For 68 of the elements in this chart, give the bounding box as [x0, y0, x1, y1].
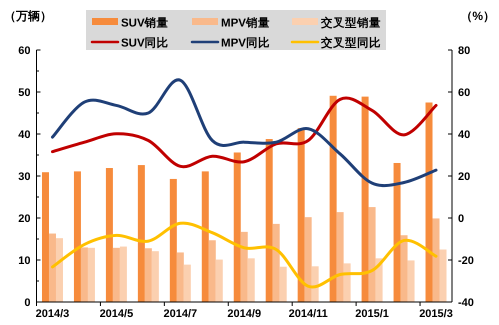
legend-label: 交叉型同比 [320, 36, 381, 50]
y2-tick-label: -40 [458, 297, 474, 309]
line-series [50, 96, 438, 168]
bar [362, 96, 369, 302]
y-tick-label: 0 [24, 297, 30, 309]
bar [152, 251, 159, 302]
bar [48, 234, 56, 302]
bar [408, 260, 415, 302]
bar [138, 165, 145, 302]
y2-tick-label: 40 [458, 129, 470, 141]
y-tick-label: 50 [18, 87, 30, 99]
bar [248, 258, 255, 302]
bar [394, 162, 401, 302]
y2-axis-title: （%） [460, 9, 495, 23]
y2-tick-label: 60 [458, 87, 470, 99]
x-tick-label: 2014/5 [100, 308, 134, 320]
bar [280, 266, 287, 302]
bar [74, 171, 81, 302]
y-tick-label: 60 [18, 45, 30, 57]
x-tick-label: 2014/3 [36, 308, 70, 320]
bar [304, 217, 312, 302]
bar [80, 247, 88, 302]
bar [336, 212, 344, 302]
bar [184, 264, 191, 302]
legend-label: SUV销量 [121, 16, 169, 30]
legend-label: 交叉型销量 [320, 16, 381, 30]
y-tick-label: 10 [18, 255, 30, 267]
y-tick-label: 30 [18, 171, 30, 183]
bar [176, 252, 184, 302]
legend-label: SUV同比 [121, 36, 169, 50]
bar [144, 248, 152, 302]
bar [240, 232, 248, 302]
bar [216, 260, 223, 302]
bar [106, 168, 113, 302]
bar [42, 172, 49, 302]
bar [298, 128, 305, 302]
y-tick-label: 40 [18, 129, 30, 141]
bar [234, 152, 241, 302]
line-series [50, 222, 438, 288]
x-tick-label: 2014/9 [227, 308, 262, 320]
y-tick-label: 20 [18, 213, 30, 225]
x-tick-label: 2014/7 [164, 308, 198, 320]
x-tick-label: 2014/11 [288, 308, 328, 320]
bar [368, 207, 376, 302]
bar [432, 218, 440, 302]
bar [426, 102, 433, 302]
bar [120, 246, 127, 302]
bar [330, 96, 337, 302]
bar [272, 224, 280, 302]
bar [170, 178, 177, 302]
bar [88, 248, 95, 302]
bar [344, 263, 351, 302]
x-tick-label: 2015/1 [355, 308, 389, 320]
bar [400, 235, 408, 302]
bar [266, 139, 273, 302]
legend-label: MPV销量 [221, 16, 270, 30]
y2-tick-label: -20 [458, 255, 474, 267]
y-axis-title: （万辆） [4, 9, 52, 23]
bar [208, 240, 216, 302]
bar [202, 171, 209, 302]
y2-tick-label: 20 [458, 171, 470, 183]
y2-tick-label: 0 [458, 213, 464, 225]
bar [56, 238, 63, 302]
bar [112, 248, 120, 302]
bar [440, 250, 447, 302]
x-tick-label: 2015/3 [419, 308, 453, 320]
y2-tick-label: 80 [458, 45, 470, 57]
legend-label: MPV同比 [221, 36, 270, 50]
